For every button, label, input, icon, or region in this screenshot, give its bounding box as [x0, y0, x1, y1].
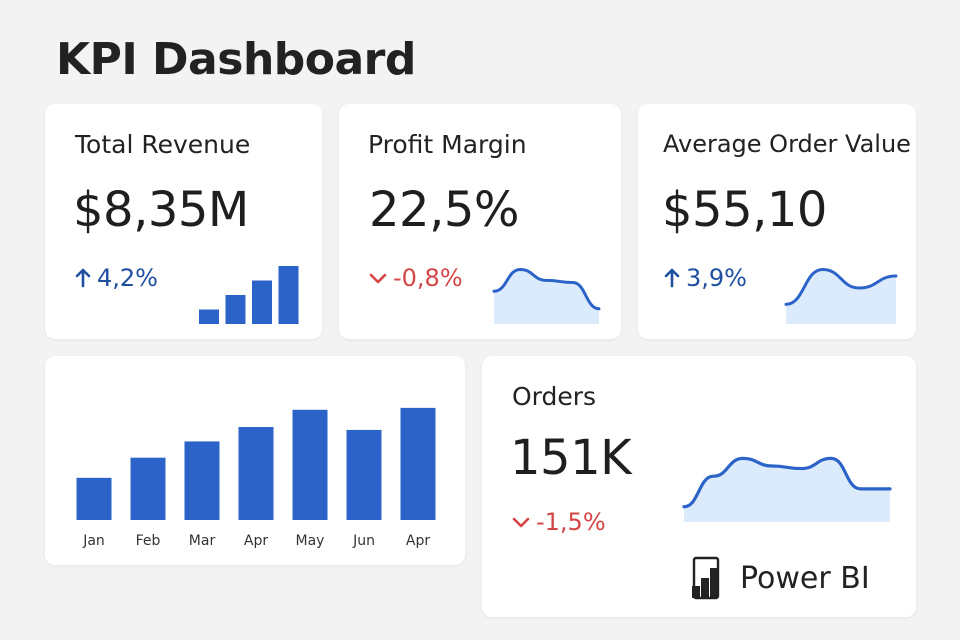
x-tick-label: Jan [83, 533, 105, 549]
delta-value: -0,8% [393, 264, 463, 292]
spark-bar [278, 266, 299, 324]
chevron-down-icon [369, 273, 387, 284]
delta-value: 3,9% [686, 264, 747, 292]
card-title: Total Revenue [75, 130, 251, 159]
monthly-bar-chart [76, 407, 436, 520]
x-tick-label: Jun [353, 533, 375, 549]
power-bi-logo-icon [692, 556, 720, 600]
kpi-card-average-order-value[interactable]: Average Order Value $55,10 3,9% [638, 104, 916, 339]
chart-bar-jan [76, 477, 112, 520]
card-value: 151K [510, 430, 632, 486]
orders-sparkline [682, 456, 892, 522]
card-value: $55,10 [662, 182, 827, 238]
revenue-sparkline [199, 266, 299, 324]
page-title: KPI Dashboard [56, 34, 416, 85]
monthly-bar-chart-card[interactable]: Jan Feb Mar Apr May Jun Apr [45, 356, 465, 565]
spark-bar [225, 295, 246, 324]
chart-bar-mar [184, 441, 220, 520]
card-title: Average Order Value [663, 130, 911, 158]
margin-sparkline [492, 267, 601, 324]
chart-bar-apr [400, 407, 436, 520]
card-value: $8,35M [73, 182, 249, 238]
kpi-card-profit-margin[interactable]: Profit Margin 22,5% -0,8% [339, 104, 621, 339]
arrow-up-icon [75, 268, 91, 288]
x-tick-label: May [295, 533, 325, 549]
chart-bar-may [292, 409, 328, 520]
power-bi-brand: Power BI [692, 556, 870, 600]
delta-indicator: 3,9% [664, 264, 747, 292]
spark-line [784, 267, 898, 306]
chart-bar-feb [130, 457, 166, 520]
card-value: 22,5% [369, 182, 519, 238]
x-tick-label: Feb [135, 533, 161, 549]
delta-value: -1,5% [536, 508, 606, 536]
chart-bar-jun [346, 429, 382, 520]
spark-bar [252, 280, 272, 324]
kpi-card-orders[interactable]: Orders 151K -1,5% Power BI [482, 356, 916, 617]
spark-line [492, 267, 601, 311]
x-tick-label: Apr [405, 533, 431, 549]
delta-indicator: 4,2% [75, 264, 158, 292]
spark-area [786, 269, 896, 324]
kpi-card-total-revenue[interactable]: Total Revenue $8,35M 4,2% [45, 104, 322, 339]
card-title: Profit Margin [368, 130, 527, 159]
x-tick-label: Mar [188, 533, 216, 549]
spark-area [684, 458, 890, 522]
chevron-down-icon [512, 517, 530, 528]
arrow-up-icon [664, 268, 680, 288]
delta-indicator: -0,8% [369, 264, 463, 292]
spark-line [682, 456, 892, 509]
aov-sparkline [784, 267, 898, 324]
chart-bar-apr [238, 427, 274, 520]
spark-bar [199, 309, 219, 324]
card-title: Orders [512, 382, 597, 411]
delta-indicator: -1,5% [512, 508, 606, 536]
brand-label: Power BI [740, 560, 870, 596]
delta-value: 4,2% [97, 264, 158, 292]
x-tick-label: Apr [243, 533, 269, 549]
